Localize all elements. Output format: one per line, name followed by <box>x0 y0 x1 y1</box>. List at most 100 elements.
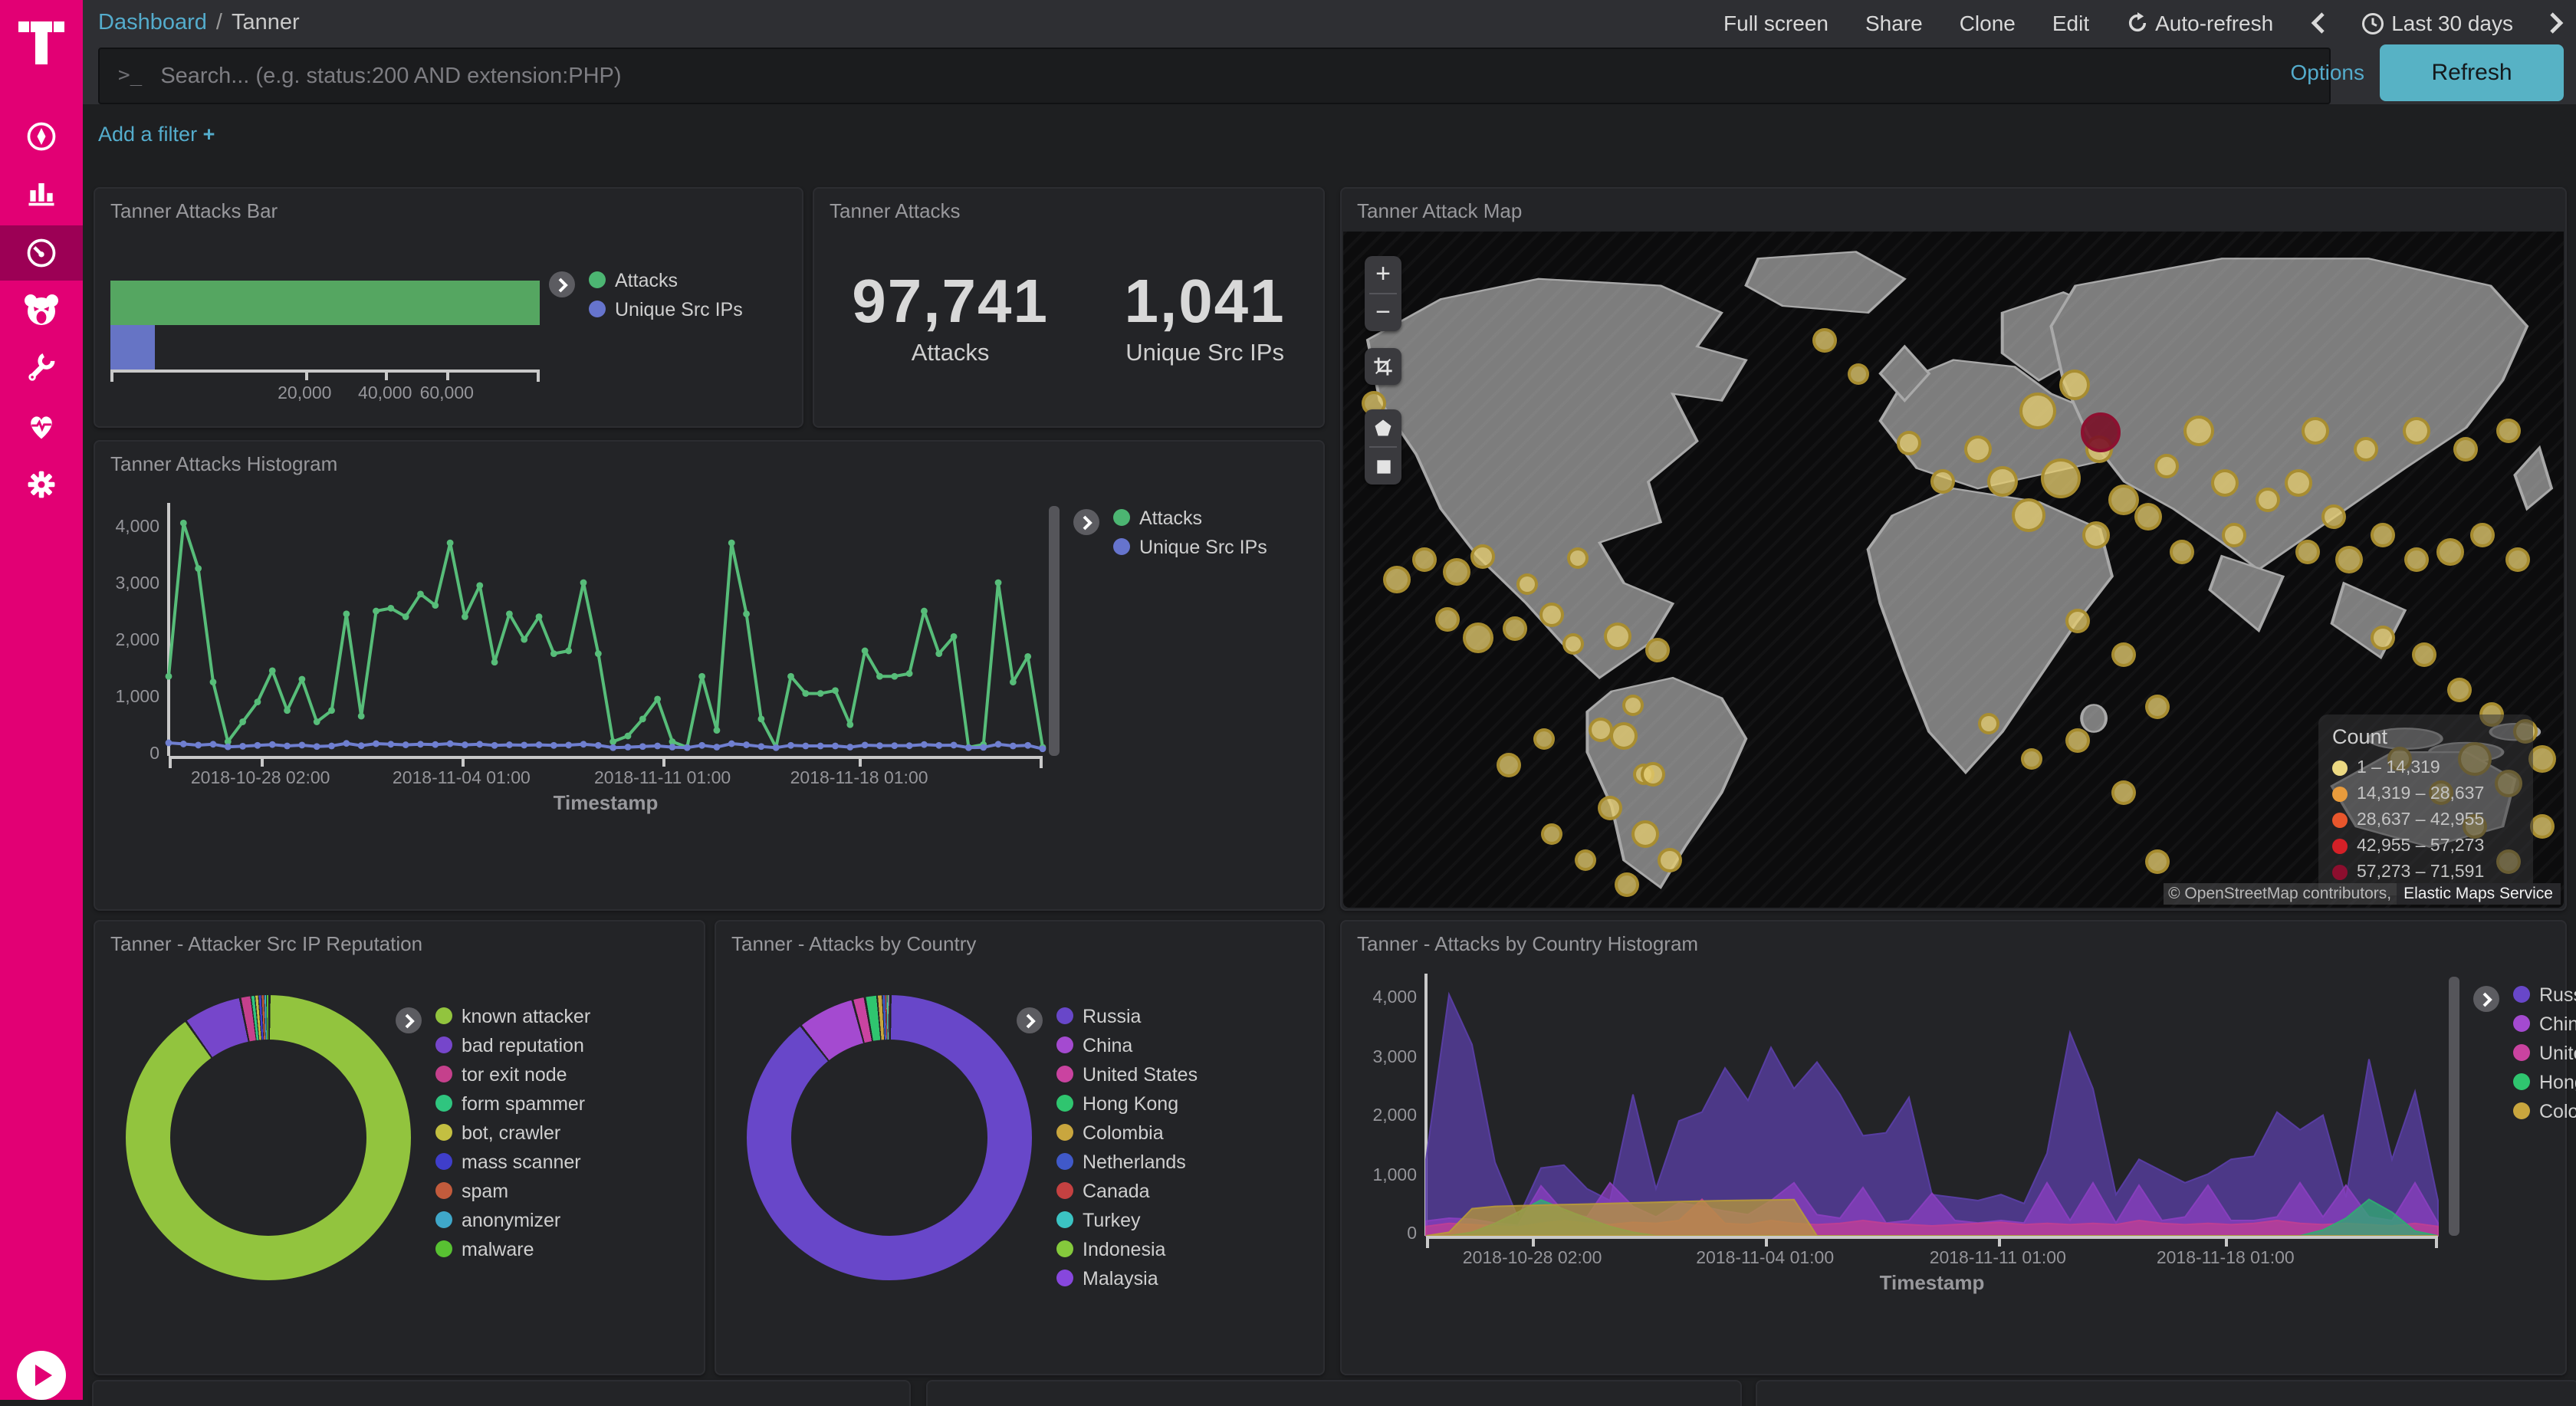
sidebar-item-honeypot[interactable] <box>0 282 83 337</box>
data-point[interactable] <box>550 741 557 749</box>
attack-location-marker[interactable] <box>2020 747 2042 770</box>
attack-location-marker[interactable] <box>2011 498 2045 533</box>
data-point[interactable] <box>535 613 543 620</box>
data-point[interactable] <box>446 740 454 747</box>
data-point[interactable] <box>832 687 839 695</box>
attack-location-marker[interactable] <box>1566 547 1589 569</box>
sidebar-item-monitoring[interactable] <box>0 399 83 454</box>
attack-location-marker[interactable] <box>2065 728 2091 754</box>
data-point[interactable] <box>802 690 810 697</box>
data-point[interactable] <box>313 743 320 751</box>
data-point[interactable] <box>298 675 306 683</box>
data-point[interactable] <box>935 741 943 749</box>
attack-location-marker[interactable] <box>2169 539 2194 564</box>
legend-item[interactable]: Unique Src IPs <box>589 294 743 324</box>
legend-item[interactable]: malware <box>435 1234 590 1263</box>
data-point[interactable] <box>757 715 765 723</box>
data-point[interactable] <box>624 744 632 751</box>
sidebar-item-management[interactable] <box>0 457 83 512</box>
data-point[interactable] <box>743 741 750 748</box>
data-point[interactable] <box>165 739 172 747</box>
legend-item[interactable]: Colombia <box>2513 1096 2576 1125</box>
attack-location-marker[interactable] <box>2058 369 2090 400</box>
clone-button[interactable]: Clone <box>1959 11 2016 35</box>
attack-location-marker[interactable] <box>2019 392 2056 429</box>
data-point[interactable] <box>891 672 899 680</box>
attack-location-marker[interactable] <box>1383 565 1411 593</box>
attack-location-marker[interactable] <box>1615 872 1640 898</box>
data-point[interactable] <box>669 738 676 745</box>
data-point[interactable] <box>328 707 335 714</box>
legend-item[interactable]: Russia <box>1056 1001 1198 1030</box>
data-point[interactable] <box>446 539 454 547</box>
legend-item[interactable]: Hong Kong <box>1056 1089 1198 1118</box>
data-point[interactable] <box>772 744 780 751</box>
attack-location-marker[interactable] <box>1598 795 1623 820</box>
data-point[interactable] <box>1009 742 1017 750</box>
data-point[interactable] <box>594 650 602 658</box>
data-point[interactable] <box>876 672 883 680</box>
legend-item[interactable]: Canada <box>1056 1176 1198 1205</box>
full-screen-button[interactable]: Full screen <box>1723 11 1829 35</box>
legend-item[interactable]: spam <box>435 1176 590 1205</box>
crop-icon[interactable] <box>1365 348 1401 385</box>
add-filter-button[interactable]: Add a filter + <box>98 123 215 146</box>
data-point[interactable] <box>491 741 498 749</box>
data-point[interactable] <box>343 740 350 747</box>
data-point[interactable] <box>580 579 587 586</box>
search-input[interactable] <box>157 62 2329 90</box>
legend-item[interactable]: United States <box>1056 1059 1198 1089</box>
attack-location-marker[interactable] <box>1930 468 1955 494</box>
attack-location-marker[interactable] <box>1361 391 1386 416</box>
legend-toggle-icon[interactable] <box>549 271 575 297</box>
attack-location-marker[interactable] <box>1847 363 1869 386</box>
attack-location-marker[interactable] <box>2302 417 2330 445</box>
legend-item[interactable]: China <box>1056 1030 1198 1059</box>
data-point[interactable] <box>298 741 306 749</box>
data-point[interactable] <box>565 647 573 655</box>
data-point[interactable] <box>357 742 365 750</box>
attack-location-marker[interactable] <box>1443 558 1471 586</box>
data-point[interactable] <box>387 604 395 612</box>
search-options-link[interactable]: Options <box>2290 60 2365 84</box>
legend-item[interactable]: China <box>2513 1009 2576 1038</box>
legend-item[interactable]: Turkey <box>1056 1205 1198 1234</box>
data-point[interactable] <box>1024 652 1032 660</box>
data-point[interactable] <box>698 741 705 749</box>
legend-toggle-icon[interactable] <box>1017 1007 1043 1033</box>
bar-attacks[interactable] <box>110 281 540 325</box>
data-point[interactable] <box>328 742 335 750</box>
data-point[interactable] <box>373 607 380 615</box>
attack-location-marker[interactable] <box>1434 606 1460 632</box>
legend-item[interactable]: 57,273 – 71,591 <box>2332 859 2519 885</box>
data-point[interactable] <box>491 659 498 666</box>
data-point[interactable] <box>179 519 187 527</box>
legend-item[interactable]: Russia <box>2513 980 2576 1009</box>
legend-toggle-icon[interactable] <box>2473 986 2499 1012</box>
world-map[interactable]: + − Count 1 – 14,319 14,319 – <box>1343 232 2564 908</box>
time-range-picker[interactable]: Last 30 days <box>2361 11 2513 35</box>
data-point[interactable] <box>224 738 232 745</box>
data-point[interactable] <box>728 740 735 747</box>
data-point[interactable] <box>179 741 187 747</box>
attack-location-marker[interactable] <box>2505 547 2530 573</box>
data-point[interactable] <box>476 582 484 590</box>
attack-location-marker[interactable] <box>2108 485 2139 516</box>
data-point[interactable] <box>713 727 721 734</box>
attack-location-marker[interactable] <box>2295 539 2320 564</box>
attack-location-marker[interactable] <box>1541 823 1563 845</box>
data-point[interactable] <box>343 610 350 618</box>
data-point[interactable] <box>521 636 528 643</box>
attack-location-marker[interactable] <box>2470 522 2496 547</box>
attack-location-marker[interactable] <box>1645 637 1671 662</box>
plot-scrollbar[interactable] <box>1049 506 1060 756</box>
data-point[interactable] <box>476 741 484 748</box>
data-point[interactable] <box>816 690 824 697</box>
legend-item[interactable]: 28,637 – 42,955 <box>2332 806 2519 833</box>
refresh-button[interactable]: Refresh <box>2380 44 2564 101</box>
attack-location-marker[interactable] <box>2371 522 2396 547</box>
legend-item[interactable]: Netherlands <box>1056 1147 1198 1176</box>
draw-polygon-button[interactable] <box>1365 409 1401 446</box>
reputation-donut-chart[interactable] <box>126 995 411 1280</box>
attack-location-marker[interactable] <box>2065 608 2091 633</box>
